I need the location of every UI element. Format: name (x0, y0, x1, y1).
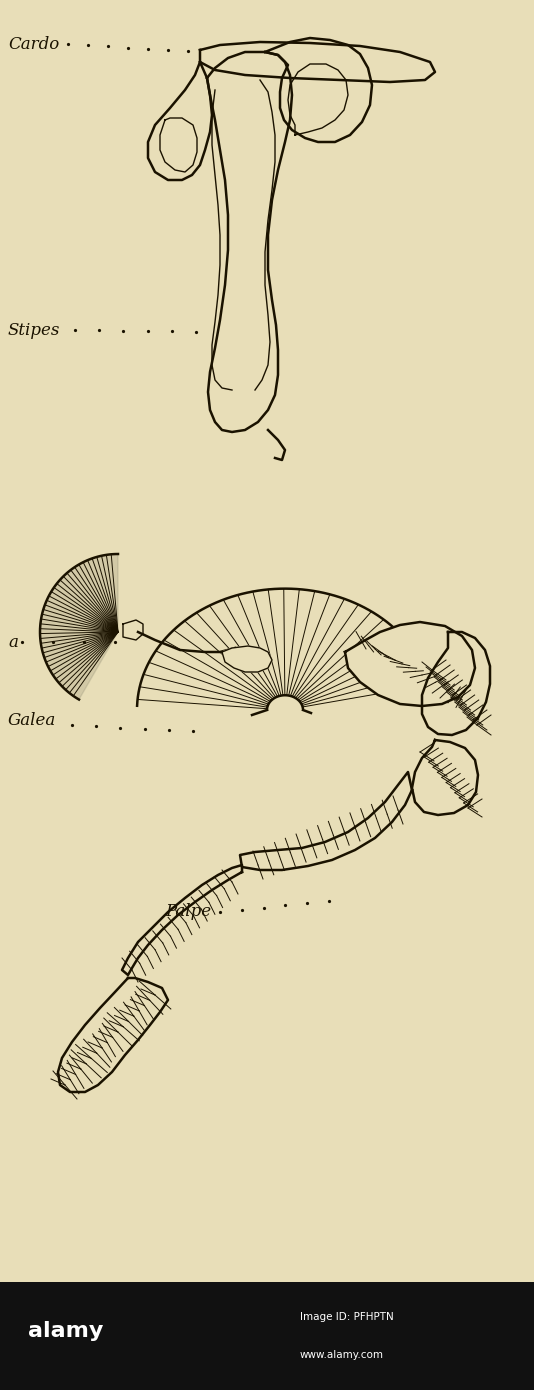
Text: Palpe: Palpe (165, 904, 211, 920)
Polygon shape (207, 51, 292, 432)
Polygon shape (148, 63, 212, 179)
Polygon shape (200, 42, 435, 82)
Polygon shape (222, 646, 272, 671)
Text: a: a (8, 634, 18, 651)
Polygon shape (412, 739, 478, 815)
Polygon shape (40, 555, 118, 699)
Text: Galea: Galea (8, 712, 56, 728)
Polygon shape (123, 620, 143, 639)
Polygon shape (58, 979, 168, 1093)
Polygon shape (137, 588, 431, 709)
Polygon shape (422, 632, 490, 735)
Polygon shape (240, 771, 412, 870)
Text: Stipes: Stipes (8, 321, 60, 339)
Polygon shape (122, 865, 242, 974)
Polygon shape (40, 555, 118, 699)
Text: www.alamy.com: www.alamy.com (300, 1351, 384, 1361)
Text: Image ID: PFHPTN: Image ID: PFHPTN (300, 1312, 394, 1322)
Polygon shape (345, 621, 475, 706)
Polygon shape (265, 38, 372, 142)
Text: alamy: alamy (28, 1320, 104, 1340)
Bar (0, 1282, 534, 1390)
Text: Cardo: Cardo (8, 36, 59, 53)
